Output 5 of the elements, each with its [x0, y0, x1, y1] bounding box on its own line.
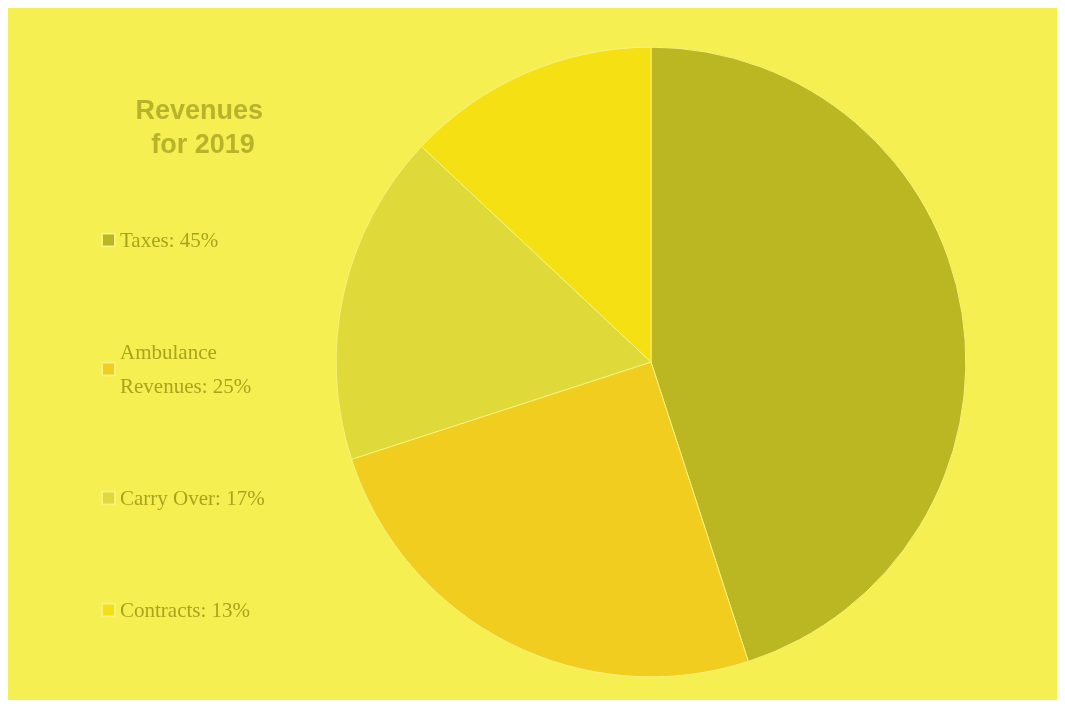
legend-label: Contracts: 13% — [120, 598, 251, 622]
text: Revenues for 2019 — [135, 95, 271, 159]
legend-label: Taxes: 45% — [120, 228, 219, 252]
legend-label: Ambulance Revenues: 25% — [120, 340, 252, 398]
legend-label: Carry Over: 17% — [120, 486, 265, 510]
